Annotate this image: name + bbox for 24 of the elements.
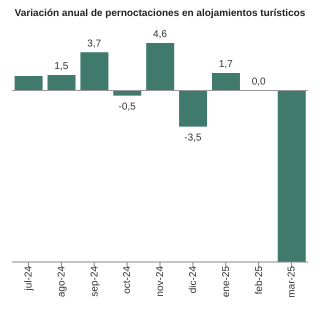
x-tick-label: nov-24 xyxy=(155,266,166,297)
data-label: -3,5 xyxy=(184,132,202,144)
bar xyxy=(179,90,208,127)
bar xyxy=(146,43,174,91)
chart-title: Variación anual de pernoctaciones en alojamientos turísticos xyxy=(14,8,306,19)
data-label: 0,0 xyxy=(252,76,266,88)
bar xyxy=(14,76,43,91)
x-tick-label: ago-24 xyxy=(56,266,68,298)
x-tick-label: ene-25 xyxy=(220,266,232,298)
x-tick-label: feb-25 xyxy=(254,266,265,294)
data-label: 3,7 xyxy=(87,38,102,50)
bar xyxy=(212,72,240,91)
x-tick-label: jul-24 xyxy=(24,266,35,292)
bar xyxy=(80,52,108,91)
data-label: 1,5 xyxy=(54,61,69,72)
x-tick-label: dic-24 xyxy=(188,266,199,294)
data-label: 4,6 xyxy=(153,29,168,40)
data-label: -0,5 xyxy=(118,102,136,113)
x-tick-label: oct-24 xyxy=(122,266,134,294)
bar xyxy=(278,90,306,262)
data-label: 1,7 xyxy=(218,58,234,70)
x-tick-label: sep-24 xyxy=(89,266,100,297)
x-tick-label: mar-25 xyxy=(286,266,298,298)
bar xyxy=(48,75,76,91)
